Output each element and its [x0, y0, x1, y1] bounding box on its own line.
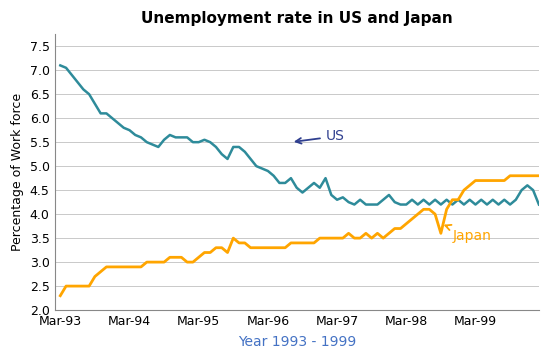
Text: Japan: Japan	[446, 225, 491, 243]
Text: US: US	[296, 129, 344, 144]
Title: Unemployment rate in US and Japan: Unemployment rate in US and Japan	[141, 11, 453, 26]
X-axis label: Year 1993 - 1999: Year 1993 - 1999	[238, 335, 356, 349]
Y-axis label: Percentage of Work force: Percentage of Work force	[11, 93, 24, 251]
